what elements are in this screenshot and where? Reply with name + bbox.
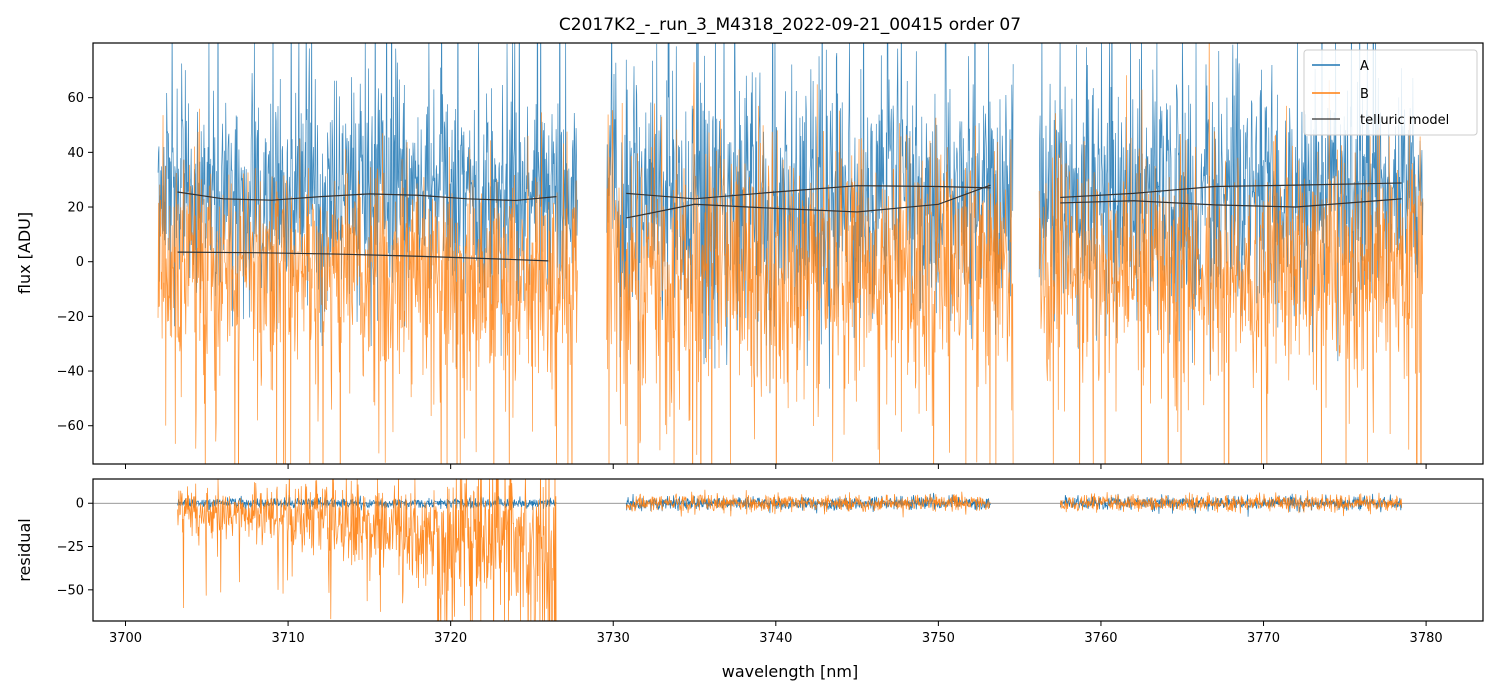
telluric-model-line-5 xyxy=(1060,182,1402,199)
residual-b-segment-3 xyxy=(1059,490,1403,517)
legend-label-b: B xyxy=(1360,87,1369,102)
bottom-y-tick-label: 0 xyxy=(76,497,84,512)
x-tick-label: 3770 xyxy=(1247,631,1280,646)
legend-label-a: A xyxy=(1360,59,1369,74)
telluric-model-line-3 xyxy=(626,185,991,200)
series-b-segment-3 xyxy=(1038,43,1424,464)
telluric-model-line-1 xyxy=(177,191,557,202)
bottom-y-tick-label: −25 xyxy=(57,540,84,555)
legend-label-telluric: telluric model xyxy=(1360,113,1449,128)
x-tick-label: 3750 xyxy=(922,631,955,646)
x-tick-label: 3780 xyxy=(1410,631,1443,646)
x-tick-label: 3700 xyxy=(109,631,142,646)
top-y-axis-label: flux [ADU] xyxy=(15,212,34,294)
legend-box xyxy=(1303,49,1478,136)
top-y-tick-label: 60 xyxy=(67,91,84,106)
bottom-y-axis-label: residual xyxy=(15,518,34,581)
top-y-ticks: −60 −40 −20 0 20 40 60 xyxy=(57,91,93,434)
top-y-tick-label: 20 xyxy=(67,201,84,216)
top-y-tick-label: 0 xyxy=(76,255,84,270)
x-tick-label: 3720 xyxy=(434,631,467,646)
top-panel-data xyxy=(157,43,1424,464)
series-a-segment-1 xyxy=(157,43,578,368)
telluric-model-line-6 xyxy=(1060,198,1402,208)
telluric-model-line-2 xyxy=(177,251,549,262)
x-tick-label: 3760 xyxy=(1084,631,1117,646)
top-panel-frame xyxy=(92,42,1484,465)
series-b-segment-1 xyxy=(157,108,578,464)
top-y-tick-label: −60 xyxy=(57,419,84,434)
x-tick-label: 3710 xyxy=(272,631,305,646)
top-x-ticks xyxy=(125,464,1427,469)
series-a-segment-3 xyxy=(1038,43,1424,375)
x-axis-label: wavelength [nm] xyxy=(722,662,859,681)
telluric-model-line-4 xyxy=(626,184,991,219)
bottom-x-ticks: 3700 3710 3720 3730 3740 3750 3760 3770 3780 xyxy=(109,621,1443,646)
top-y-tick-label: −40 xyxy=(57,365,84,380)
bottom-panel-data xyxy=(93,479,1483,621)
x-tick-label: 3740 xyxy=(759,631,792,646)
legend: A B telluric model xyxy=(1303,49,1478,136)
series-b-segment-2 xyxy=(606,62,1014,464)
bottom-panel-frame xyxy=(92,478,1484,622)
residual-b-segment-2 xyxy=(625,489,991,518)
bottom-y-ticks: −50 −25 0 xyxy=(57,497,93,598)
series-a-segment-2 xyxy=(606,43,1014,394)
bottom-y-tick-label: −50 xyxy=(57,583,84,598)
chart-title: C2017K2_-_run_3_M4318_2022-09-21_00415 o… xyxy=(559,15,1021,35)
top-y-tick-label: 40 xyxy=(67,146,84,161)
residual-b-segment-1 xyxy=(177,479,557,621)
x-tick-label: 3730 xyxy=(597,631,630,646)
top-y-tick-label: −20 xyxy=(57,310,84,325)
